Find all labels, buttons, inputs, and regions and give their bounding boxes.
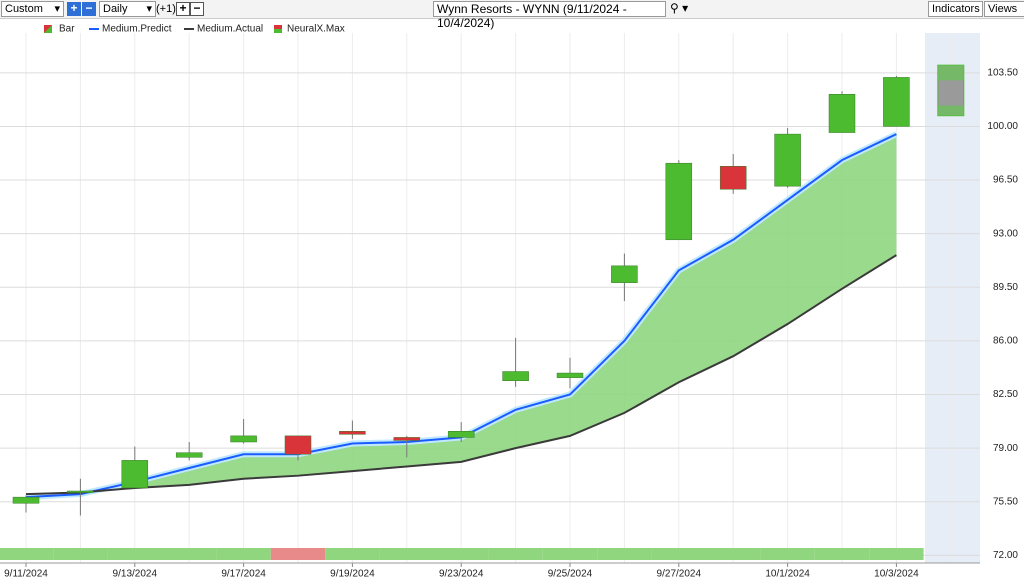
signal-cell xyxy=(162,548,217,560)
candle-body xyxy=(12,496,40,504)
candle-body xyxy=(121,460,149,489)
y-tick-label: 100.00 xyxy=(987,121,1018,132)
candle-body xyxy=(230,435,257,443)
signal-cell xyxy=(325,548,380,560)
indicators: Indicators xyxy=(932,3,980,15)
signal-cell xyxy=(814,548,870,560)
y-tick-label: 93.00 xyxy=(993,228,1018,239)
legend-label: Medium.Actual xyxy=(197,24,263,35)
signal-cell xyxy=(53,548,108,560)
signal-cell xyxy=(597,548,652,560)
candle-body xyxy=(339,431,366,435)
offset: (+1) xyxy=(156,3,176,15)
toolbar: Custom ▾ + − Daily ▾ (+1) + − Wynn Resor… xyxy=(0,0,1024,30)
y-tick-label: 72.00 xyxy=(993,550,1018,561)
views-button[interactable]: Views xyxy=(984,1,1024,17)
candle-body xyxy=(665,162,693,241)
x-tick-label: 10/3/2024 xyxy=(874,569,919,580)
candle-body xyxy=(883,77,910,127)
chart: Bar Medium.Predict Medium.Actual NeuralX… xyxy=(0,24,1018,580)
x-tick-label: 9/27/2024 xyxy=(657,569,702,580)
zoom-in[interactable]: + xyxy=(67,2,81,16)
x-tick-label: 10/1/2024 xyxy=(765,569,810,580)
y-tick-label: 75.50 xyxy=(993,496,1018,507)
legend-label: NeuralX.Max xyxy=(287,24,345,35)
candle-body xyxy=(611,265,638,283)
interval: Daily xyxy=(103,3,128,15)
y-tick-label: 96.50 xyxy=(993,175,1018,186)
legend-icon-neural xyxy=(274,25,282,29)
interval-dropdown[interactable]: Daily ▾ xyxy=(99,1,156,17)
forecast-top xyxy=(937,65,964,81)
indicators-button[interactable]: Indicators xyxy=(928,1,983,17)
views: Views xyxy=(988,3,1018,15)
preset-dropdown[interactable]: Custom ▾ xyxy=(1,1,64,17)
x-tick-label: 9/23/2024 xyxy=(439,569,484,580)
candle-body xyxy=(719,166,747,190)
x-tick-label: 9/19/2024 xyxy=(330,569,375,580)
candle-body xyxy=(393,437,421,441)
signal-cell xyxy=(760,548,815,560)
offset-minus[interactable]: − xyxy=(190,2,204,16)
x-tick-label: 9/13/2024 xyxy=(113,569,158,580)
signal-cell xyxy=(0,548,54,560)
y-tick-label: 82.50 xyxy=(993,389,1018,400)
forecast-bottom xyxy=(937,105,964,116)
y-tick-label: 89.50 xyxy=(993,282,1018,293)
series-line xyxy=(25,254,897,496)
candle-body xyxy=(556,372,584,378)
x-tick-label: 9/11/2024 xyxy=(4,569,48,580)
candle-body xyxy=(447,431,475,438)
y-tick-label: 103.50 xyxy=(987,67,1018,78)
signal-cell xyxy=(706,548,761,560)
signal-cell xyxy=(216,548,271,560)
signal-cell xyxy=(869,548,924,560)
legend-icon-bar-up xyxy=(44,25,52,33)
preset: Custom xyxy=(5,3,43,15)
candle-body xyxy=(67,490,94,493)
forecast-zone xyxy=(925,33,980,563)
zoom-out[interactable]: − xyxy=(82,2,96,16)
search-icon[interactable]: ⚲ ▾ xyxy=(670,1,689,15)
spread-area xyxy=(26,134,897,498)
signal-cell xyxy=(434,548,489,560)
signal-cell xyxy=(379,548,434,560)
candle-body xyxy=(284,435,312,455)
chart-title[interactable]: Wynn Resorts - WYNN (9/11/2024 - 10/4/20… xyxy=(433,1,666,30)
legend-icon-neural-up xyxy=(274,29,282,33)
signal-cell xyxy=(270,548,326,560)
signal-cell xyxy=(107,548,162,560)
y-tick-label: 79.00 xyxy=(993,443,1018,454)
title: Wynn Resorts - WYNN (9/11/2024 - 10/4/20… xyxy=(437,2,627,30)
x-tick-label: 9/25/2024 xyxy=(548,569,593,580)
legend-label: Medium.Predict xyxy=(102,24,172,35)
candle-body xyxy=(828,94,856,133)
signal-cell xyxy=(651,548,706,560)
candle-body xyxy=(502,371,529,381)
x-tick-label: 9/17/2024 xyxy=(221,569,266,580)
candle-body xyxy=(774,133,801,187)
signal-cell xyxy=(542,548,598,560)
candle-body xyxy=(175,452,203,458)
legend-label: Bar xyxy=(59,24,75,35)
offset-plus[interactable]: + xyxy=(176,2,190,16)
y-tick-label: 86.00 xyxy=(993,336,1018,347)
signal-cell xyxy=(488,548,543,560)
